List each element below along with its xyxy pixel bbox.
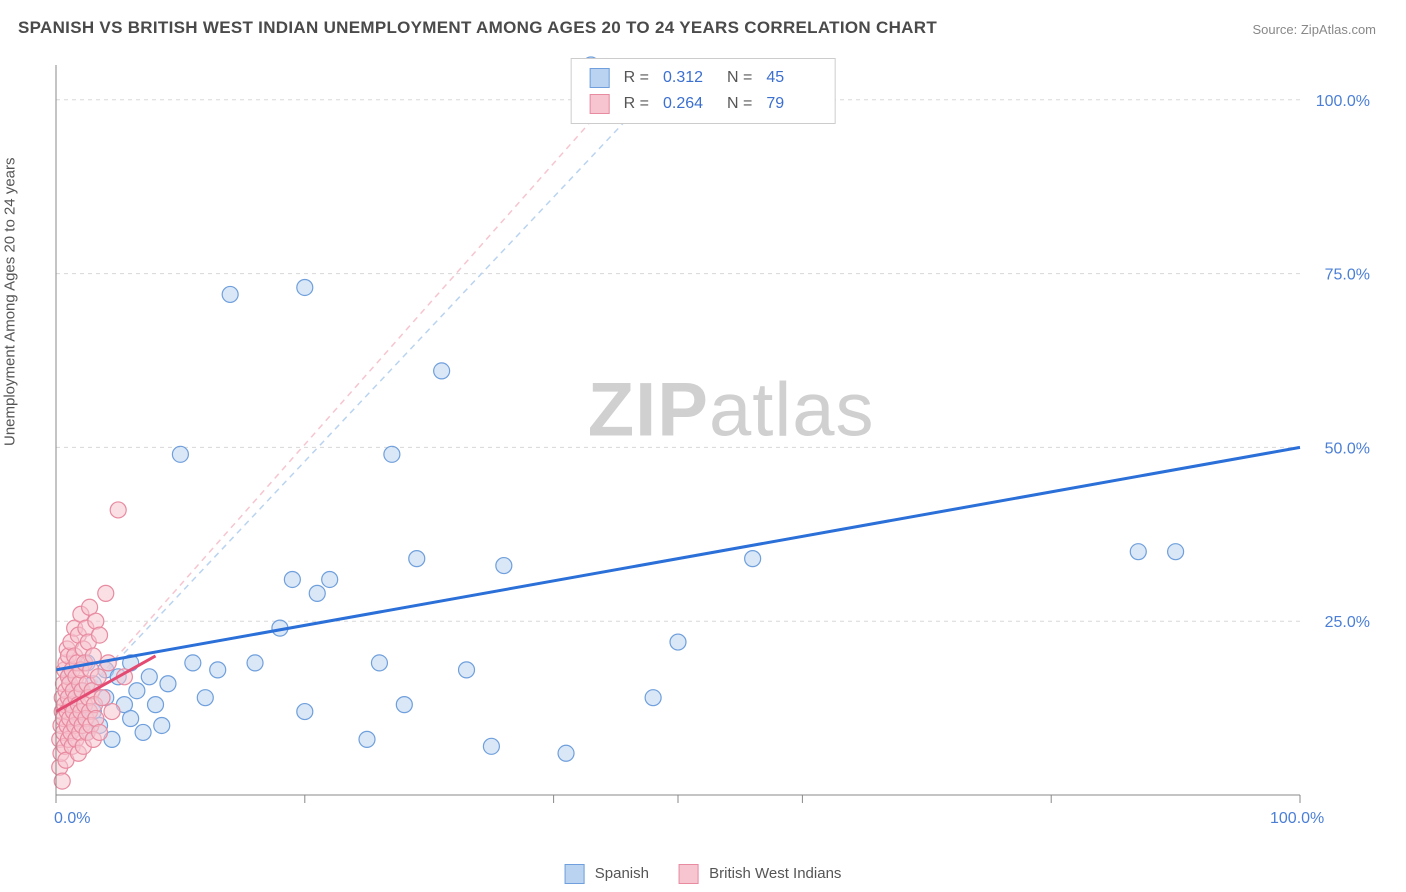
legend-label: Spanish (595, 865, 649, 882)
y-axis-label: Unemployment Among Ages 20 to 24 years (2, 157, 19, 446)
watermark: ZIPatlas (588, 367, 875, 454)
legend-item: British West Indians (679, 864, 841, 884)
n-label: N = (727, 91, 752, 117)
n-value: 45 (766, 65, 816, 91)
svg-text:25.0%: 25.0% (1325, 614, 1370, 631)
r-label: R = (624, 65, 649, 91)
legend-swatch-icon (679, 864, 699, 884)
source-text: Source: ZipAtlas.com (1252, 22, 1376, 37)
svg-text:100.0%: 100.0% (1270, 810, 1324, 827)
n-value: 79 (766, 91, 816, 117)
r-value: 0.264 (663, 91, 713, 117)
legend-label: British West Indians (709, 865, 841, 882)
svg-text:50.0%: 50.0% (1325, 440, 1370, 457)
svg-text:75.0%: 75.0% (1325, 267, 1370, 284)
legend-swatch-icon (590, 68, 610, 88)
svg-text:100.0%: 100.0% (1316, 93, 1370, 110)
svg-text:0.0%: 0.0% (54, 810, 90, 827)
n-label: N = (727, 65, 752, 91)
legend-swatch-icon (590, 94, 610, 114)
r-value: 0.312 (663, 65, 713, 91)
watermark-atlas: atlas (709, 368, 875, 453)
legend-item: Spanish (565, 864, 649, 884)
r-label: R = (624, 91, 649, 117)
stats-row: R = 0.312 N = 45 (590, 65, 817, 91)
chart-title: SPANISH VS BRITISH WEST INDIAN UNEMPLOYM… (18, 18, 937, 38)
legend-swatch-icon (565, 864, 585, 884)
stats-legend: R = 0.312 N = 45 R = 0.264 N = 79 (571, 58, 836, 124)
bottom-legend: Spanish British West Indians (565, 864, 842, 884)
stats-row: R = 0.264 N = 79 (590, 91, 817, 117)
watermark-zip: ZIP (588, 368, 709, 453)
